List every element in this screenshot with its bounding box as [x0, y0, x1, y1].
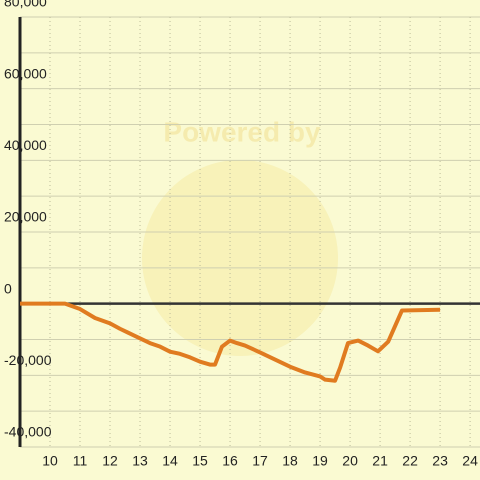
x-tick-label: 23	[432, 453, 448, 469]
watermark: Powered by	[163, 116, 321, 147]
y-tick-label: 40,000	[4, 137, 47, 153]
y-tick-label: -20,000	[4, 352, 52, 368]
x-tick-label: 18	[282, 453, 298, 469]
y-tick-label: 60,000	[4, 65, 47, 81]
x-tick-label: 15	[192, 453, 208, 469]
x-tick-label: 22	[402, 453, 418, 469]
x-tick-label: 20	[342, 453, 358, 469]
x-tick-label: 24	[462, 453, 478, 469]
data-line	[20, 301, 441, 383]
x-tick-label: 16	[222, 453, 238, 469]
x-tick-label: 13	[132, 453, 148, 469]
x-tick-label: 17	[252, 453, 268, 469]
y-tick-label: 80,000	[4, 0, 47, 10]
x-tick-label: 10	[42, 453, 58, 469]
x-tick-label: 19	[312, 453, 328, 469]
watermark-logo	[142, 160, 338, 356]
y-tick-label: -40,000	[4, 424, 52, 440]
x-tick-label: 11	[73, 453, 88, 469]
y-tick-label: 20,000	[4, 209, 47, 225]
x-tick-label: 12	[102, 453, 118, 469]
x-tick-label: 21	[372, 453, 388, 469]
y-tick-label: 0	[4, 280, 12, 296]
x-tick-label: 14	[162, 453, 178, 469]
